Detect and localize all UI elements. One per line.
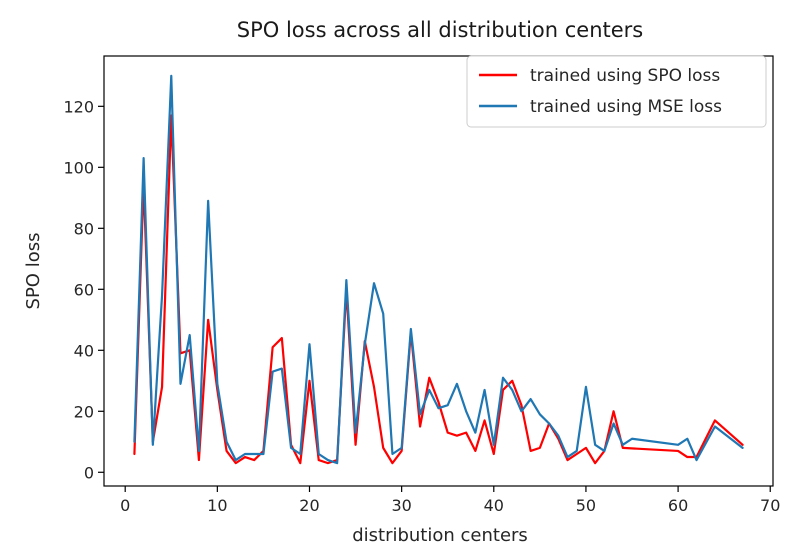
y-tick-label: 80 bbox=[74, 219, 94, 238]
y-axis-title: SPO loss bbox=[23, 233, 44, 310]
legend-label-spo: trained using SPO loss bbox=[530, 66, 720, 86]
series-layer bbox=[133, 74, 744, 465]
x-tick-label: 10 bbox=[207, 496, 227, 515]
y-tick-label: 20 bbox=[74, 402, 94, 421]
x-tick-label: 50 bbox=[576, 496, 596, 515]
y-tick-label: 100 bbox=[63, 158, 94, 177]
x-tick-label: 20 bbox=[299, 496, 319, 515]
x-tick-label: 40 bbox=[484, 496, 504, 515]
legend-label-mse: trained using MSE loss bbox=[530, 97, 722, 117]
y-tick-label: 40 bbox=[74, 341, 94, 360]
x-axis: 0 10 20 30 40 50 60 70 bbox=[120, 486, 780, 515]
x-tick-label: 60 bbox=[668, 496, 688, 515]
chart-title: SPO loss across all distribution centers bbox=[237, 18, 644, 42]
x-tick-label: 30 bbox=[391, 496, 411, 515]
series-line-mse bbox=[133, 74, 744, 465]
legend-box bbox=[466, 55, 767, 128]
y-axis: 0 20 40 60 80 100 120 bbox=[63, 97, 104, 482]
x-tick-label: 0 bbox=[120, 496, 130, 515]
series-line-spo bbox=[133, 114, 744, 465]
plot-area-frame bbox=[103, 55, 774, 487]
y-tick-label: 0 bbox=[84, 463, 94, 482]
y-tick-label: 60 bbox=[74, 280, 94, 299]
x-axis-title: distribution centers bbox=[352, 525, 528, 546]
legend: trained using SPO loss trained using MSE… bbox=[466, 55, 767, 128]
x-tick-label: 70 bbox=[760, 496, 780, 515]
y-tick-label: 120 bbox=[63, 97, 94, 116]
